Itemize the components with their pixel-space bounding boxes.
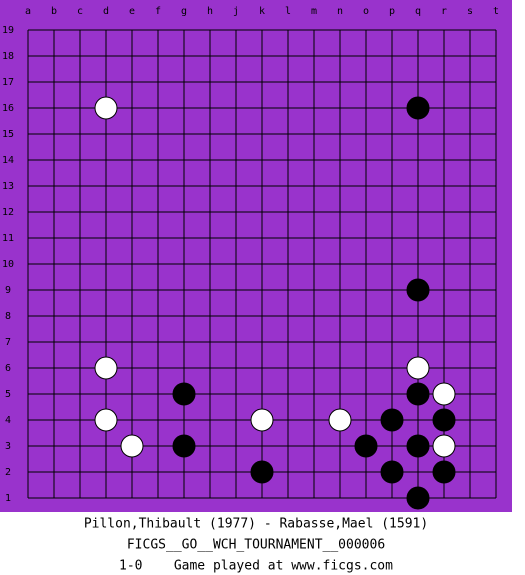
row-label: 16 (2, 103, 14, 114)
row-label: 10 (2, 259, 14, 270)
column-label: f (155, 6, 161, 17)
column-label: d (103, 6, 109, 17)
row-label: 3 (5, 441, 11, 452)
column-label: s (467, 6, 473, 17)
event: FICGS__GO__WCH_TOURNAMENT__000006 (127, 538, 385, 553)
black-stone (250, 460, 274, 484)
row-label: 2 (5, 467, 11, 478)
row-label: 6 (5, 363, 11, 374)
players: Pillon,Thibault (1977) - Rabasse,Mael (1… (84, 517, 428, 532)
column-label: l (285, 6, 291, 17)
column-label: q (415, 6, 421, 17)
black-stone (406, 382, 430, 406)
white-stone (94, 408, 118, 432)
black-stone (432, 460, 456, 484)
column-label: n (337, 6, 343, 17)
black-stone (172, 434, 196, 458)
row-label: 8 (5, 311, 11, 322)
column-label: e (129, 6, 135, 17)
column-label: o (363, 6, 369, 17)
row-label: 14 (2, 155, 14, 166)
black-stone (172, 382, 196, 406)
white-stone (432, 382, 456, 406)
row-label: 19 (2, 25, 14, 36)
column-label: t (493, 6, 499, 17)
row-label: 7 (5, 337, 11, 348)
row-label: 1 (5, 493, 11, 504)
result: 1-0 Game played at www.ficgs.com (119, 559, 393, 574)
column-label: p (389, 6, 395, 17)
black-stone (406, 486, 430, 510)
white-stone (120, 434, 144, 458)
column-label: m (311, 6, 317, 17)
white-stone (250, 408, 274, 432)
stones (94, 96, 456, 510)
row-label: 18 (2, 51, 14, 62)
black-stone (406, 278, 430, 302)
row-label: 9 (5, 285, 11, 296)
black-stone (380, 460, 404, 484)
column-label: b (51, 6, 57, 17)
white-stone (94, 96, 118, 120)
row-label: 4 (5, 415, 11, 426)
row-label: 15 (2, 129, 14, 140)
row-label: 11 (2, 233, 14, 244)
white-stone (328, 408, 352, 432)
row-label: 13 (2, 181, 14, 192)
board-background (0, 0, 512, 512)
column-label: c (77, 6, 83, 17)
row-label: 17 (2, 77, 14, 88)
column-label: g (181, 6, 187, 17)
coordinate-labels: a b c d e f g h j k l m n o p q r s t191817161514131211109… (2, 6, 499, 504)
white-stone (432, 434, 456, 458)
white-stone (94, 356, 118, 380)
column-label: a (25, 6, 31, 17)
white-stone (406, 356, 430, 380)
column-label: r (441, 6, 447, 17)
column-label: h (207, 6, 213, 17)
black-stone (406, 96, 430, 120)
column-label: j (233, 6, 239, 17)
black-stone (380, 408, 404, 432)
row-label: 5 (5, 389, 11, 400)
column-label: k (259, 6, 265, 17)
black-stone (406, 434, 430, 458)
black-stone (432, 408, 456, 432)
black-stone (354, 434, 378, 458)
row-label: 12 (2, 207, 14, 218)
